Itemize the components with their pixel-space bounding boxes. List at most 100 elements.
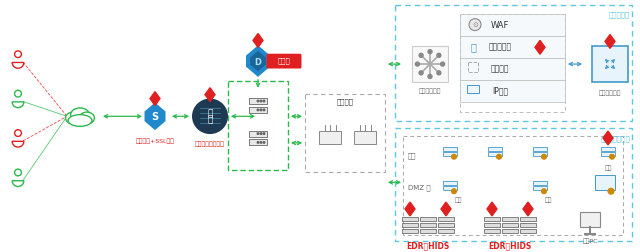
Bar: [592, 46, 628, 82]
Circle shape: [428, 75, 432, 78]
Polygon shape: [523, 202, 533, 216]
Ellipse shape: [65, 112, 81, 124]
Bar: [395, 5, 632, 121]
Bar: [460, 14, 565, 112]
Bar: [460, 37, 565, 58]
Ellipse shape: [70, 108, 90, 121]
Circle shape: [541, 189, 547, 194]
Bar: [354, 132, 376, 144]
Bar: [412, 46, 448, 82]
Polygon shape: [246, 45, 270, 77]
Bar: [460, 14, 565, 37]
Text: 云: 云: [207, 109, 212, 118]
Bar: [443, 152, 457, 156]
Text: 办公PC: 办公PC: [582, 239, 598, 244]
Ellipse shape: [79, 112, 95, 124]
Polygon shape: [145, 103, 166, 130]
Text: 云防盾: 云防盾: [278, 58, 291, 65]
Text: 蜜罐: 蜜罐: [544, 197, 552, 203]
Circle shape: [260, 100, 262, 102]
Text: WAF: WAF: [491, 21, 509, 30]
Polygon shape: [205, 88, 215, 102]
Polygon shape: [535, 40, 545, 54]
Bar: [420, 229, 436, 233]
Bar: [467, 85, 479, 93]
Bar: [580, 212, 600, 227]
Bar: [502, 217, 518, 221]
Bar: [249, 131, 267, 137]
Bar: [403, 136, 623, 235]
Ellipse shape: [68, 115, 92, 126]
Bar: [249, 139, 267, 145]
Bar: [533, 181, 547, 185]
Text: EDR和HIDS: EDR和HIDS: [406, 241, 450, 250]
Circle shape: [437, 53, 441, 57]
Circle shape: [541, 154, 547, 159]
Polygon shape: [253, 34, 263, 47]
Polygon shape: [250, 51, 266, 71]
Bar: [533, 152, 547, 156]
Bar: [395, 128, 632, 241]
Text: EDR和HIDS: EDR和HIDS: [488, 241, 532, 250]
Circle shape: [497, 154, 502, 159]
Circle shape: [257, 109, 259, 111]
Circle shape: [192, 99, 228, 134]
Text: 〜: 〜: [470, 42, 476, 52]
Text: 安全检测区: 安全检测区: [609, 12, 630, 18]
Bar: [520, 229, 536, 233]
Text: ⊙: ⊙: [472, 22, 478, 28]
Text: IP阻断: IP阻断: [492, 86, 508, 95]
Circle shape: [437, 71, 441, 75]
Bar: [443, 181, 457, 185]
Circle shape: [260, 133, 262, 134]
Polygon shape: [605, 35, 615, 48]
Bar: [460, 58, 565, 80]
Circle shape: [263, 109, 265, 111]
Bar: [502, 223, 518, 227]
Circle shape: [263, 100, 265, 102]
Bar: [249, 107, 267, 113]
Circle shape: [428, 50, 432, 54]
Circle shape: [415, 62, 419, 66]
Polygon shape: [603, 131, 613, 145]
Bar: [484, 217, 500, 221]
Circle shape: [609, 154, 614, 159]
Text: 智能应用安全网关: 智能应用安全网关: [195, 141, 225, 147]
Bar: [468, 62, 478, 72]
Circle shape: [257, 100, 259, 102]
Bar: [601, 147, 615, 151]
Bar: [533, 147, 547, 151]
Bar: [595, 175, 615, 190]
Bar: [488, 152, 502, 156]
Circle shape: [451, 189, 456, 194]
Circle shape: [263, 142, 265, 143]
Text: 流量镜像设备: 流量镜像设备: [419, 89, 441, 94]
Bar: [443, 147, 457, 151]
Bar: [420, 223, 436, 227]
Bar: [443, 186, 457, 190]
Polygon shape: [150, 92, 160, 106]
Bar: [438, 223, 454, 227]
Text: 等保云防+SSL证书: 等保云防+SSL证书: [136, 138, 175, 144]
Bar: [249, 98, 267, 104]
Text: 主动归因: 主动归因: [491, 65, 509, 74]
Bar: [484, 223, 500, 227]
Polygon shape: [405, 202, 415, 216]
Bar: [502, 229, 518, 233]
Bar: [402, 223, 418, 227]
Text: D: D: [255, 58, 262, 67]
Text: 蜜网: 蜜网: [408, 152, 417, 159]
Bar: [402, 229, 418, 233]
Text: 全流量检测: 全流量检测: [488, 43, 511, 52]
Circle shape: [257, 133, 259, 134]
FancyBboxPatch shape: [266, 54, 301, 69]
Bar: [460, 80, 565, 102]
Circle shape: [440, 62, 445, 66]
Text: DMZ 区: DMZ 区: [408, 184, 431, 191]
Text: 蜜罐: 蜜罐: [454, 197, 461, 203]
Bar: [484, 229, 500, 233]
Text: S: S: [152, 112, 159, 122]
Bar: [520, 217, 536, 221]
Circle shape: [608, 188, 614, 194]
Polygon shape: [441, 202, 451, 216]
